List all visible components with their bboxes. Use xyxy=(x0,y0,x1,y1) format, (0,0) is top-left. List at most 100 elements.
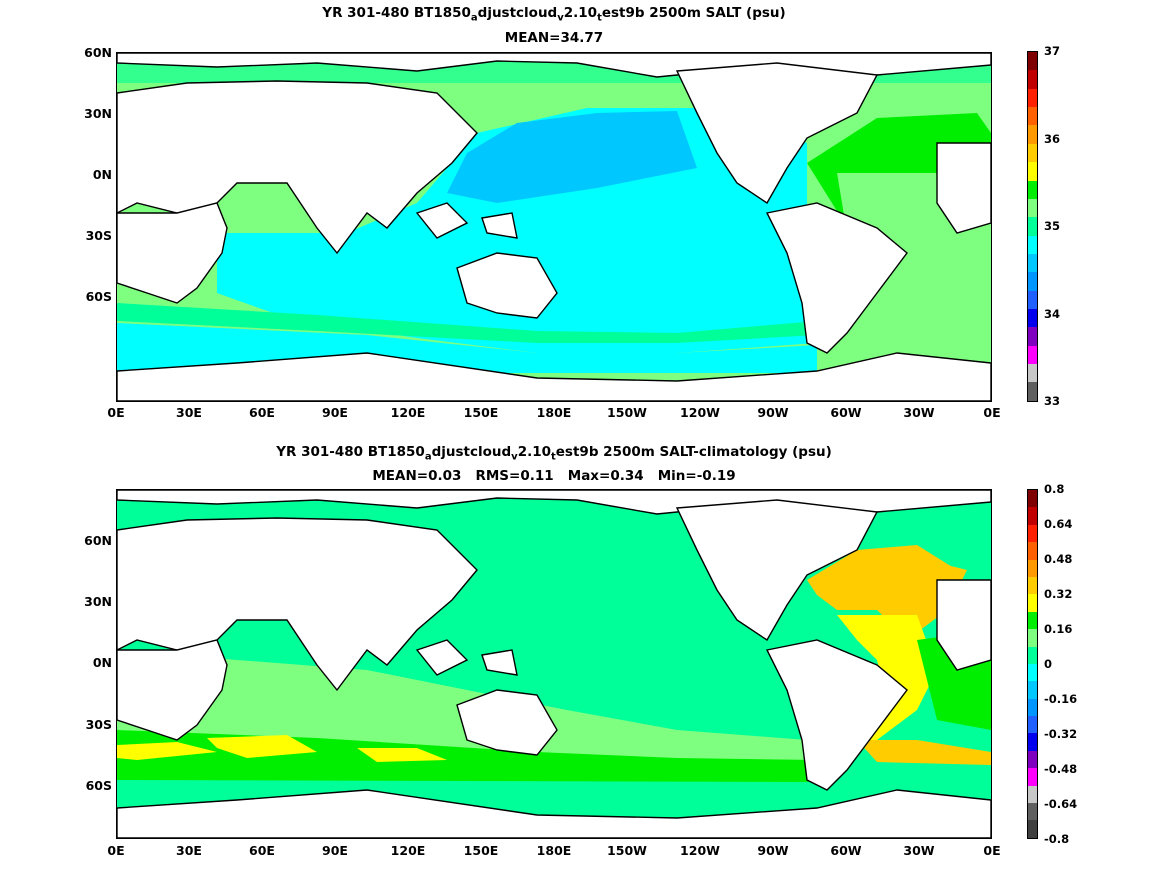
top-colorbar-label: 34 xyxy=(1044,307,1061,321)
bottom-map-stats: MEAN=0.03 RMS=0.11 Max=0.34 Min=-0.19 xyxy=(372,468,736,484)
bottom-lon-label: 60E xyxy=(249,843,275,858)
colorbar-swatch xyxy=(1028,576,1037,595)
colorbar-swatch xyxy=(1028,594,1037,612)
colorbar-swatch xyxy=(1028,253,1037,273)
colorbar-swatch xyxy=(1028,507,1037,525)
top-lon-label: 120E xyxy=(390,405,426,420)
bottom-anomaly-map xyxy=(116,489,992,839)
bottom-colorbar-label: -0.64 xyxy=(1044,797,1078,811)
top-lat-label-60n: 60N xyxy=(84,45,112,60)
top-lon-label: 90E xyxy=(322,405,348,420)
colorbar-swatch xyxy=(1028,345,1037,365)
bottom-map-title: YR 301-480 BT1850adjustcloudv2.10test9b … xyxy=(276,444,832,463)
top-lon-label: 30W xyxy=(903,405,935,420)
top-lat-label-60s: 60S xyxy=(85,289,112,304)
top-lon-label: 150W xyxy=(607,405,647,420)
bottom-lon-label: 150W xyxy=(607,843,647,858)
colorbar-swatch xyxy=(1028,125,1037,144)
colorbar-swatch xyxy=(1028,70,1037,89)
colorbar-swatch xyxy=(1028,162,1037,181)
colorbar-swatch xyxy=(1028,646,1037,664)
colorbar-swatch xyxy=(1028,698,1037,717)
colorbar-swatch xyxy=(1028,524,1037,543)
bottom-lon-label: 90E xyxy=(322,843,348,858)
colorbar-swatch xyxy=(1028,750,1037,769)
bottom-lon-label: 90W xyxy=(757,843,789,858)
bottom-lon-label: 0E xyxy=(107,843,125,858)
colorbar-swatch xyxy=(1028,290,1037,310)
continents xyxy=(117,53,991,401)
top-map-title: YR 301-480 BT1850adjustcloudv2.10test9b … xyxy=(322,5,786,24)
bottom-lat-label-30n: 30N xyxy=(84,594,112,609)
top-colorbar-label: 37 xyxy=(1044,44,1061,58)
colorbar-swatch xyxy=(1028,180,1037,199)
bottom-lat-label-0n: 0N xyxy=(92,655,112,670)
top-lat-label-30n: 30N xyxy=(84,106,112,121)
bottom-colorbar-label: -0.48 xyxy=(1044,762,1078,776)
bottom-colorbar-label: -0.16 xyxy=(1044,692,1078,706)
colorbar-swatch xyxy=(1028,820,1037,838)
top-lon-label: 60W xyxy=(830,405,862,420)
top-lon-label: 30E xyxy=(176,405,202,420)
colorbar-swatch xyxy=(1028,309,1037,328)
bottom-colorbar xyxy=(1027,489,1038,839)
bottom-lon-label: 60W xyxy=(830,843,862,858)
top-lon-label: 150E xyxy=(463,405,499,420)
continents xyxy=(117,490,991,838)
top-lon-label: 60E xyxy=(249,405,275,420)
bottom-colorbar-label: 0 xyxy=(1044,657,1053,671)
colorbar-swatch xyxy=(1028,143,1037,163)
top-lon-label: 0E xyxy=(107,405,125,420)
bottom-lat-label-30s: 30S xyxy=(85,717,112,732)
bottom-lon-label: 120E xyxy=(390,843,426,858)
colorbar-swatch xyxy=(1028,542,1037,560)
colorbar-swatch xyxy=(1028,785,1037,804)
top-colorbar-label: 33 xyxy=(1044,394,1061,408)
colorbar-swatch xyxy=(1028,490,1037,508)
bottom-colorbar-label: 0.8 xyxy=(1044,482,1065,496)
top-salinity-map xyxy=(116,52,992,402)
colorbar-swatch xyxy=(1028,803,1037,821)
colorbar-swatch xyxy=(1028,716,1037,734)
top-colorbar-label: 35 xyxy=(1044,219,1061,233)
bottom-lon-label: 150E xyxy=(463,843,499,858)
top-colorbar xyxy=(1027,51,1038,402)
bottom-colorbar-label: -0.32 xyxy=(1044,727,1078,741)
top-lon-label: 90W xyxy=(757,405,789,420)
top-lat-label-0n: 0N xyxy=(92,167,112,182)
bottom-colorbar-label: 0.32 xyxy=(1044,587,1073,601)
colorbar-swatch xyxy=(1028,88,1037,108)
colorbar-swatch xyxy=(1028,629,1037,647)
colorbar-swatch xyxy=(1028,733,1037,751)
bottom-lat-label-60n: 60N xyxy=(84,533,112,548)
top-map-stats: MEAN=34.77 xyxy=(504,30,604,46)
colorbar-swatch xyxy=(1028,559,1037,577)
colorbar-swatch xyxy=(1028,198,1037,218)
colorbar-swatch xyxy=(1028,52,1037,71)
bottom-lon-label: 30W xyxy=(903,843,935,858)
colorbar-swatch xyxy=(1028,272,1037,291)
top-colorbar-label: 36 xyxy=(1044,132,1061,146)
top-lat-label-30s: 30S xyxy=(85,228,112,243)
top-lon-label: 120W xyxy=(680,405,720,420)
bottom-colorbar-label: 0.16 xyxy=(1044,622,1073,636)
colorbar-swatch xyxy=(1028,768,1037,786)
top-lon-label: 180E xyxy=(536,405,572,420)
bottom-colorbar-label: 0.64 xyxy=(1044,517,1073,531)
colorbar-swatch xyxy=(1028,663,1037,682)
top-lon-label: 0E xyxy=(983,405,1001,420)
bottom-lon-label: 0E xyxy=(983,843,1001,858)
bottom-lon-label: 120W xyxy=(680,843,720,858)
colorbar-swatch xyxy=(1028,217,1037,236)
bottom-lat-label-60s: 60S xyxy=(85,778,112,793)
colorbar-swatch xyxy=(1028,611,1037,630)
bottom-colorbar-label: 0.48 xyxy=(1044,552,1073,566)
bottom-lon-label: 180E xyxy=(536,843,572,858)
colorbar-swatch xyxy=(1028,364,1037,383)
colorbar-swatch xyxy=(1028,327,1037,346)
colorbar-swatch xyxy=(1028,681,1037,699)
colorbar-swatch xyxy=(1028,382,1037,401)
bottom-lon-label: 30E xyxy=(176,843,202,858)
colorbar-swatch xyxy=(1028,235,1037,254)
colorbar-swatch xyxy=(1028,107,1037,126)
